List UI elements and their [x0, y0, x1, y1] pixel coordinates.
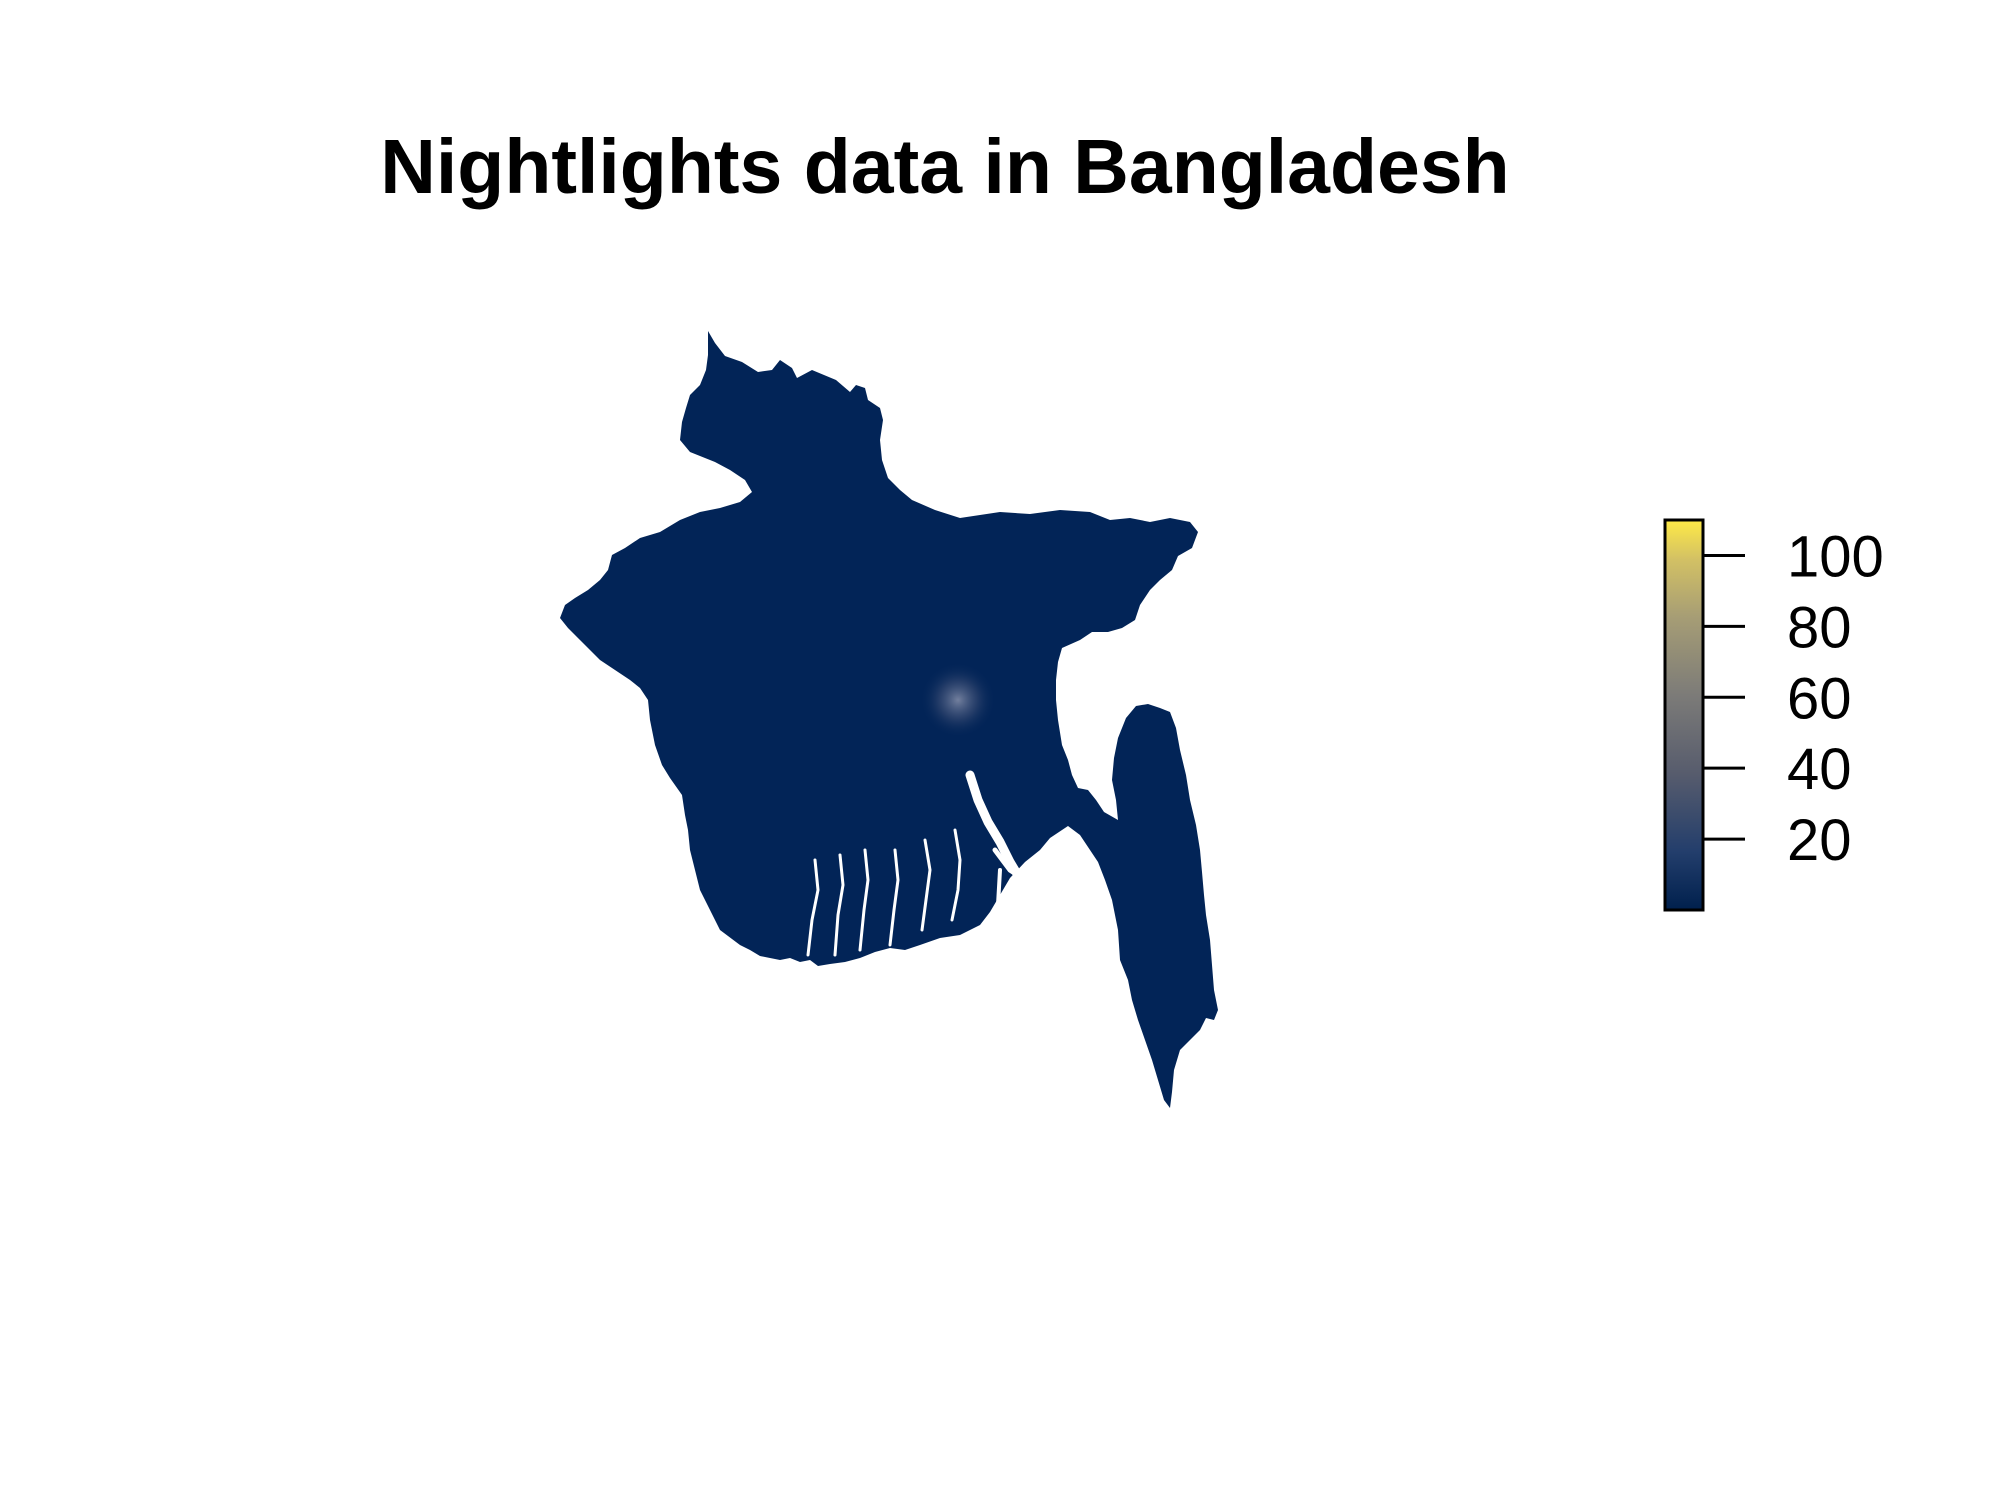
- bangladesh-mainland: [560, 331, 1218, 1108]
- delta-channel: [950, 828, 962, 922]
- river-channels: [806, 770, 1103, 957]
- delta-channel: [990, 868, 1002, 932]
- delta-channel: [992, 847, 1058, 893]
- dhaka-light: [920, 662, 996, 738]
- legend-tick-label: 80: [1787, 595, 1852, 660]
- legend-tick-label: 40: [1787, 737, 1852, 802]
- legend-color-bar: [1663, 518, 1705, 912]
- delta-channel: [1087, 857, 1103, 905]
- delta-channel: [806, 858, 820, 957]
- legend-tick-label: 60: [1787, 666, 1852, 731]
- delta-channel: [920, 838, 932, 932]
- map-title: Nightlights data in Bangladesh: [380, 124, 1510, 210]
- delta-channel: [888, 848, 900, 947]
- delta-channel: [1056, 836, 1086, 889]
- delta-channel: [858, 848, 870, 952]
- delta-channel: [833, 853, 845, 957]
- country-shape: [560, 331, 1218, 1108]
- legend-tick-label: 100: [1787, 524, 1884, 589]
- legend-tick-label: 20: [1787, 808, 1852, 873]
- meghna-estuary: [965, 770, 1045, 950]
